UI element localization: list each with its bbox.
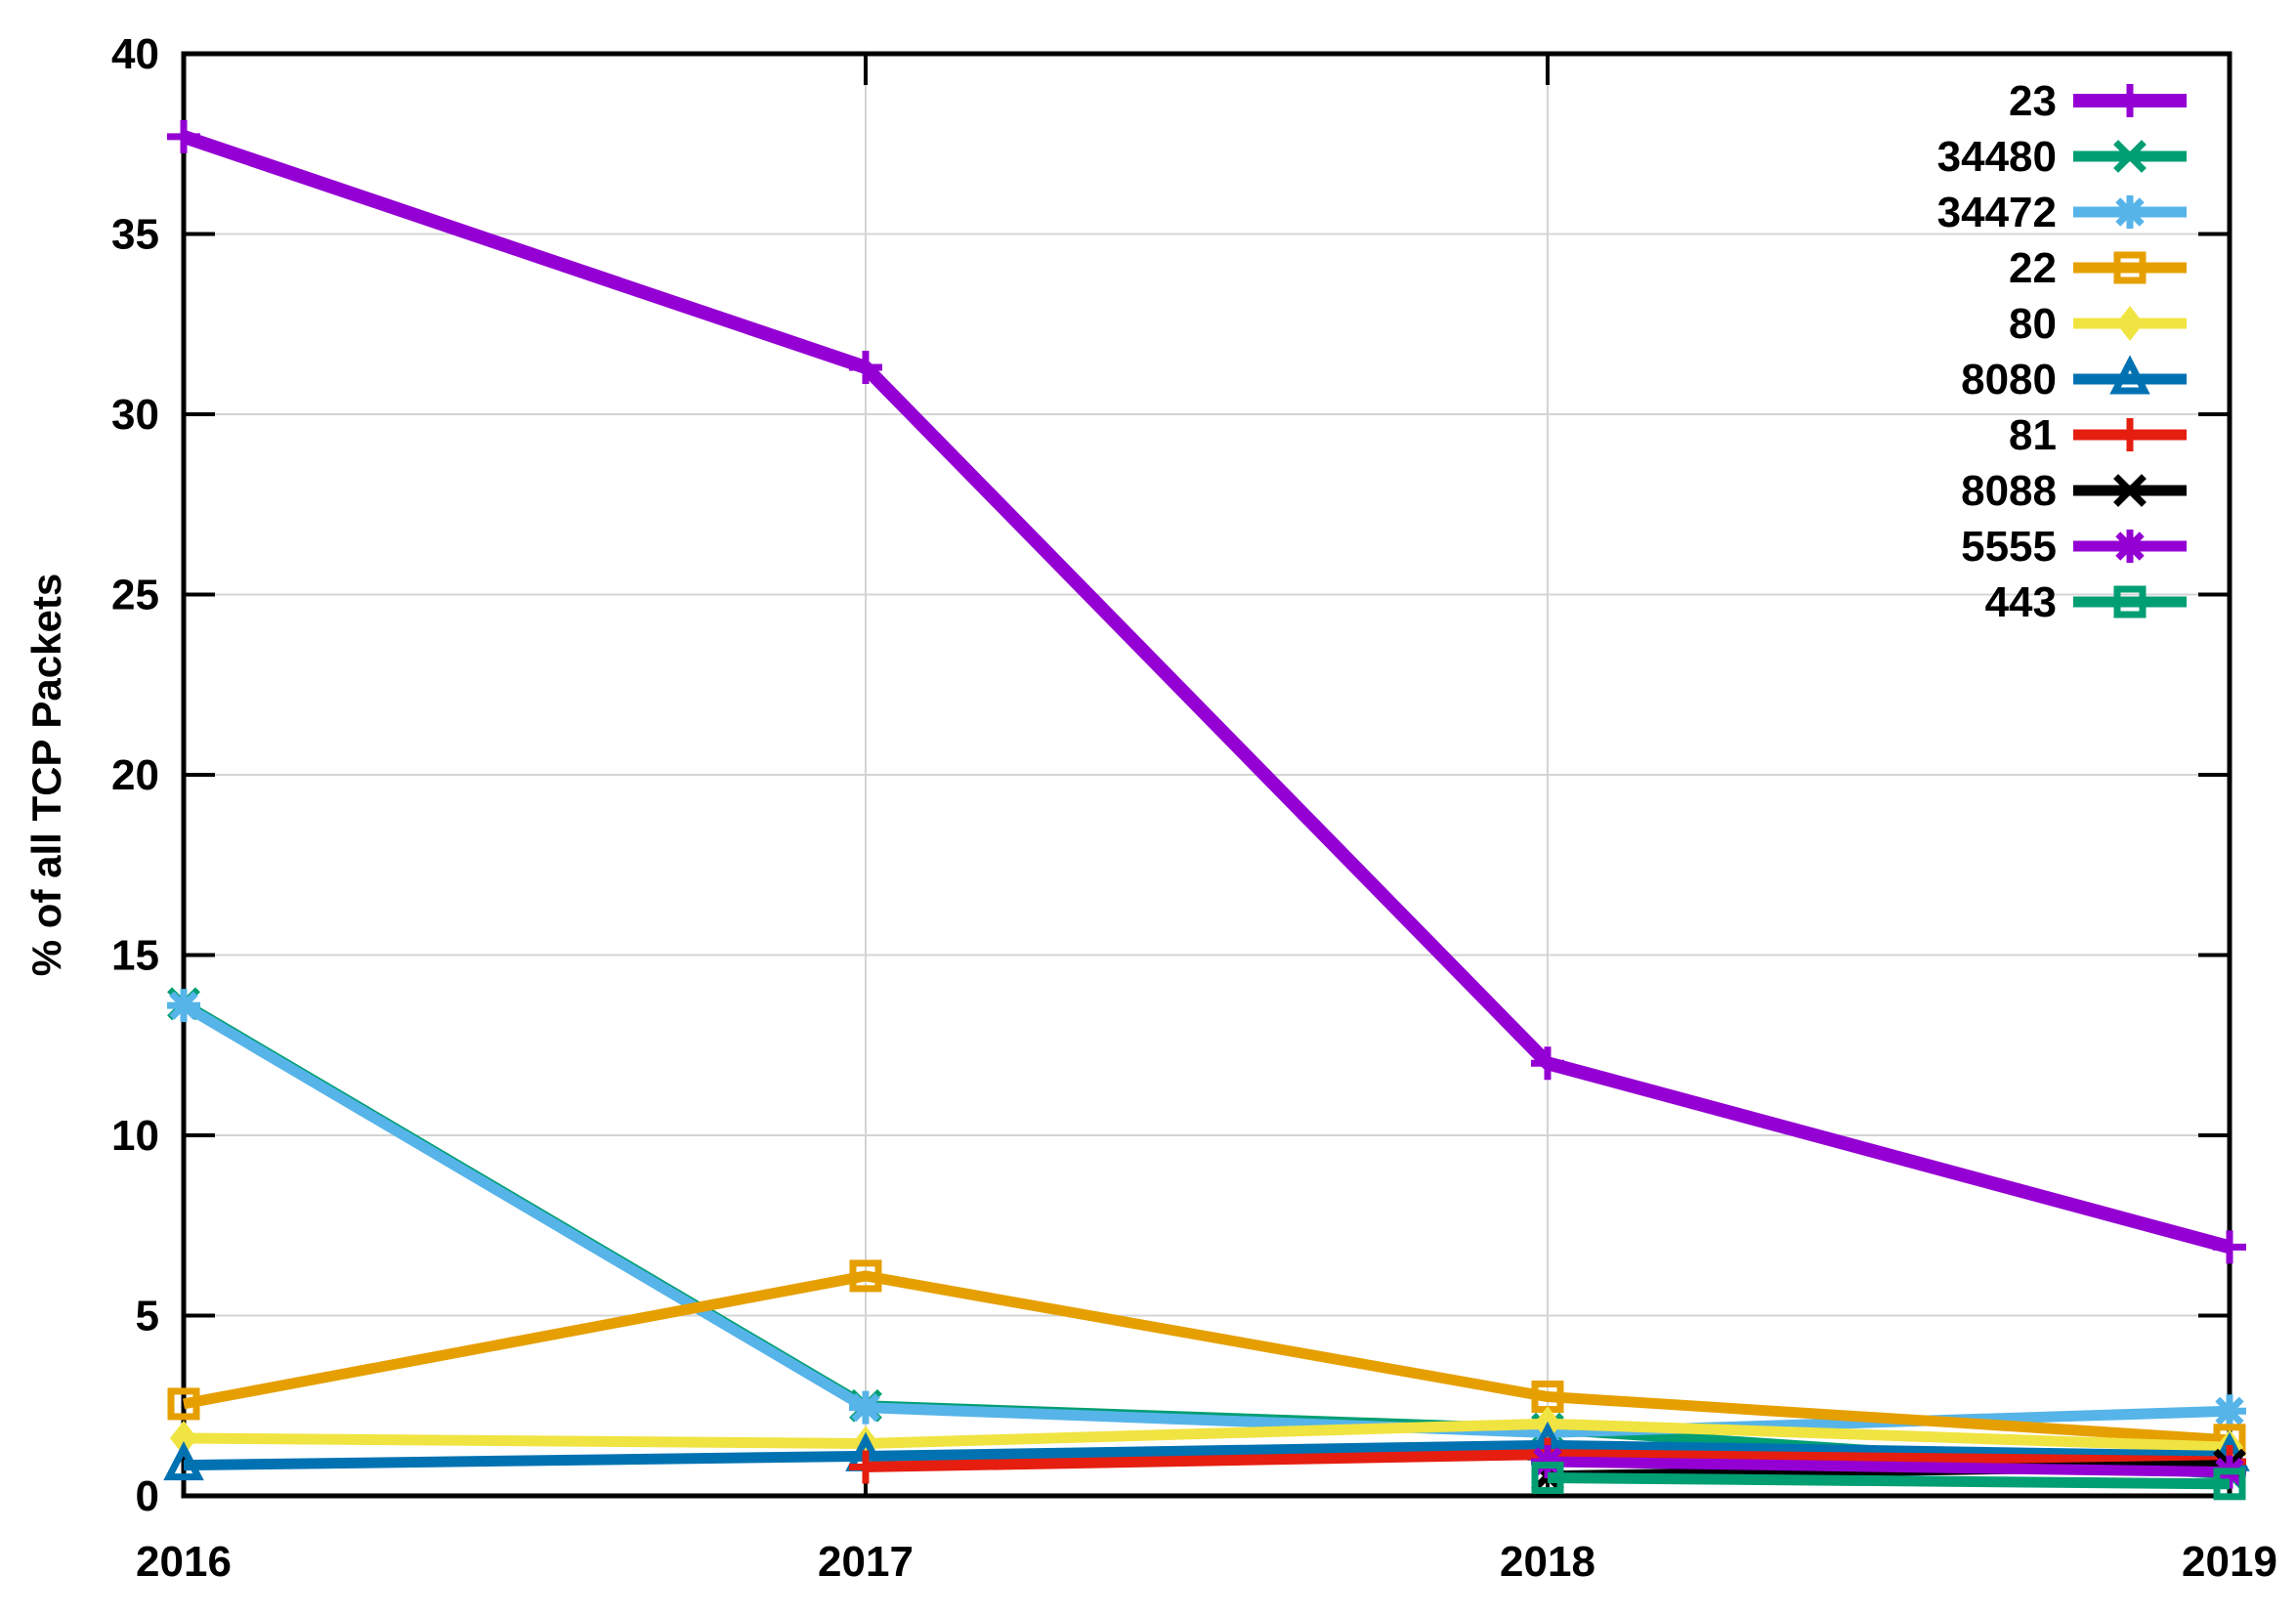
y-tick-label: 20 bbox=[111, 751, 159, 799]
series-34480 bbox=[167, 987, 2246, 1491]
plus-marker-icon bbox=[849, 351, 882, 385]
diamond-filled-marker-icon bbox=[2116, 306, 2144, 341]
series-line-80 bbox=[183, 1418, 2231, 1453]
legend-label: 23 bbox=[2009, 77, 2057, 125]
legend-label: 8088 bbox=[1961, 467, 2057, 515]
square-open-marker-icon bbox=[167, 1387, 200, 1421]
legend-entry-22: 22 bbox=[2009, 244, 2187, 292]
plus-marker-icon bbox=[849, 1450, 882, 1484]
legend-entry-80: 80 bbox=[2009, 300, 2187, 348]
y-tick-label: 25 bbox=[111, 571, 159, 618]
plus-marker-icon bbox=[2213, 1230, 2246, 1264]
diamond-filled-marker-icon bbox=[170, 1420, 197, 1456]
series-layer bbox=[163, 119, 2250, 1501]
legend-label: 80 bbox=[2009, 300, 2057, 348]
legend-entry-8080: 8080 bbox=[1961, 355, 2187, 404]
plus-marker-icon bbox=[167, 119, 200, 153]
legend-entry-23: 23 bbox=[2009, 77, 2187, 125]
series-34472 bbox=[167, 989, 2246, 1450]
square-open-marker-icon bbox=[2113, 585, 2147, 618]
legend-entry-8088: 8088 bbox=[1961, 467, 2187, 515]
asterisk-marker-icon bbox=[2213, 1394, 2246, 1428]
series-443 bbox=[1531, 1462, 2246, 1501]
y-tick-label: 40 bbox=[111, 30, 159, 78]
series-line-443 bbox=[1547, 1472, 2231, 1490]
legend-label: 81 bbox=[2009, 411, 2057, 459]
legend-entry-34472: 34472 bbox=[1937, 189, 2187, 236]
y-tick-label: 5 bbox=[136, 1292, 159, 1340]
asterisk-marker-icon bbox=[2113, 530, 2147, 563]
plus-marker-icon bbox=[2113, 418, 2147, 451]
y-tick-label: 10 bbox=[111, 1112, 159, 1160]
series-23 bbox=[167, 119, 2246, 1264]
legend-entry-5555: 5555 bbox=[1961, 523, 2187, 571]
x-tick-label: 2018 bbox=[1500, 1538, 1595, 1586]
asterisk-marker-icon bbox=[849, 1390, 882, 1425]
legend-label: 22 bbox=[2009, 244, 2057, 292]
y-tick-label: 15 bbox=[111, 931, 159, 979]
series-line-22 bbox=[182, 1270, 2231, 1446]
asterisk-marker-icon bbox=[167, 989, 200, 1023]
square-open-marker-icon bbox=[849, 1259, 882, 1293]
legend-entry-81: 81 bbox=[2009, 411, 2187, 459]
y-tick-label: 0 bbox=[136, 1472, 159, 1520]
plus-marker-icon bbox=[2113, 84, 2147, 117]
square-open-marker-icon bbox=[2113, 251, 2147, 284]
triangle-open-marker-icon bbox=[163, 1441, 204, 1481]
cross-marker-icon bbox=[2113, 474, 2147, 507]
grid-layer bbox=[183, 53, 2231, 1497]
legend-label: 34480 bbox=[1937, 133, 2057, 181]
series-line-34480 bbox=[181, 999, 2231, 1480]
legend-label: 5555 bbox=[1961, 523, 2057, 571]
legend-entry-34480: 34480 bbox=[1937, 133, 2187, 181]
plus-marker-icon bbox=[1531, 1046, 1564, 1081]
cross-marker-icon bbox=[2113, 140, 2147, 173]
x-tick-label: 2017 bbox=[818, 1538, 914, 1586]
legend-label: 8080 bbox=[1961, 356, 2057, 404]
x-tick-label: 2016 bbox=[136, 1538, 232, 1586]
square-open-marker-icon bbox=[1531, 1462, 1564, 1495]
legend-entry-443: 443 bbox=[1985, 578, 2187, 626]
series-line-5555 bbox=[1547, 1456, 2231, 1478]
legend-label: 34472 bbox=[1937, 189, 2057, 236]
label-layer: 0 5 10 15 20 25 30 35 40 2016 2017 2018 2019 bbox=[111, 30, 2277, 1586]
triangle-open-marker-icon bbox=[2109, 355, 2150, 395]
x-tick-label: 2019 bbox=[2182, 1538, 2277, 1586]
y-tick-label: 35 bbox=[111, 210, 159, 258]
legend-label: 443 bbox=[1985, 578, 2057, 626]
asterisk-marker-icon bbox=[2113, 195, 2147, 229]
y-axis-label: % of all TCP Packets bbox=[23, 574, 69, 976]
series-line-23 bbox=[181, 130, 2232, 1255]
series-line-8080 bbox=[183, 1439, 2231, 1471]
y-tick-label: 30 bbox=[111, 391, 159, 439]
asterisk-marker-icon bbox=[1531, 1444, 1564, 1478]
square-open-marker-icon bbox=[2213, 1468, 2246, 1501]
series-line-34472 bbox=[181, 1000, 2231, 1438]
